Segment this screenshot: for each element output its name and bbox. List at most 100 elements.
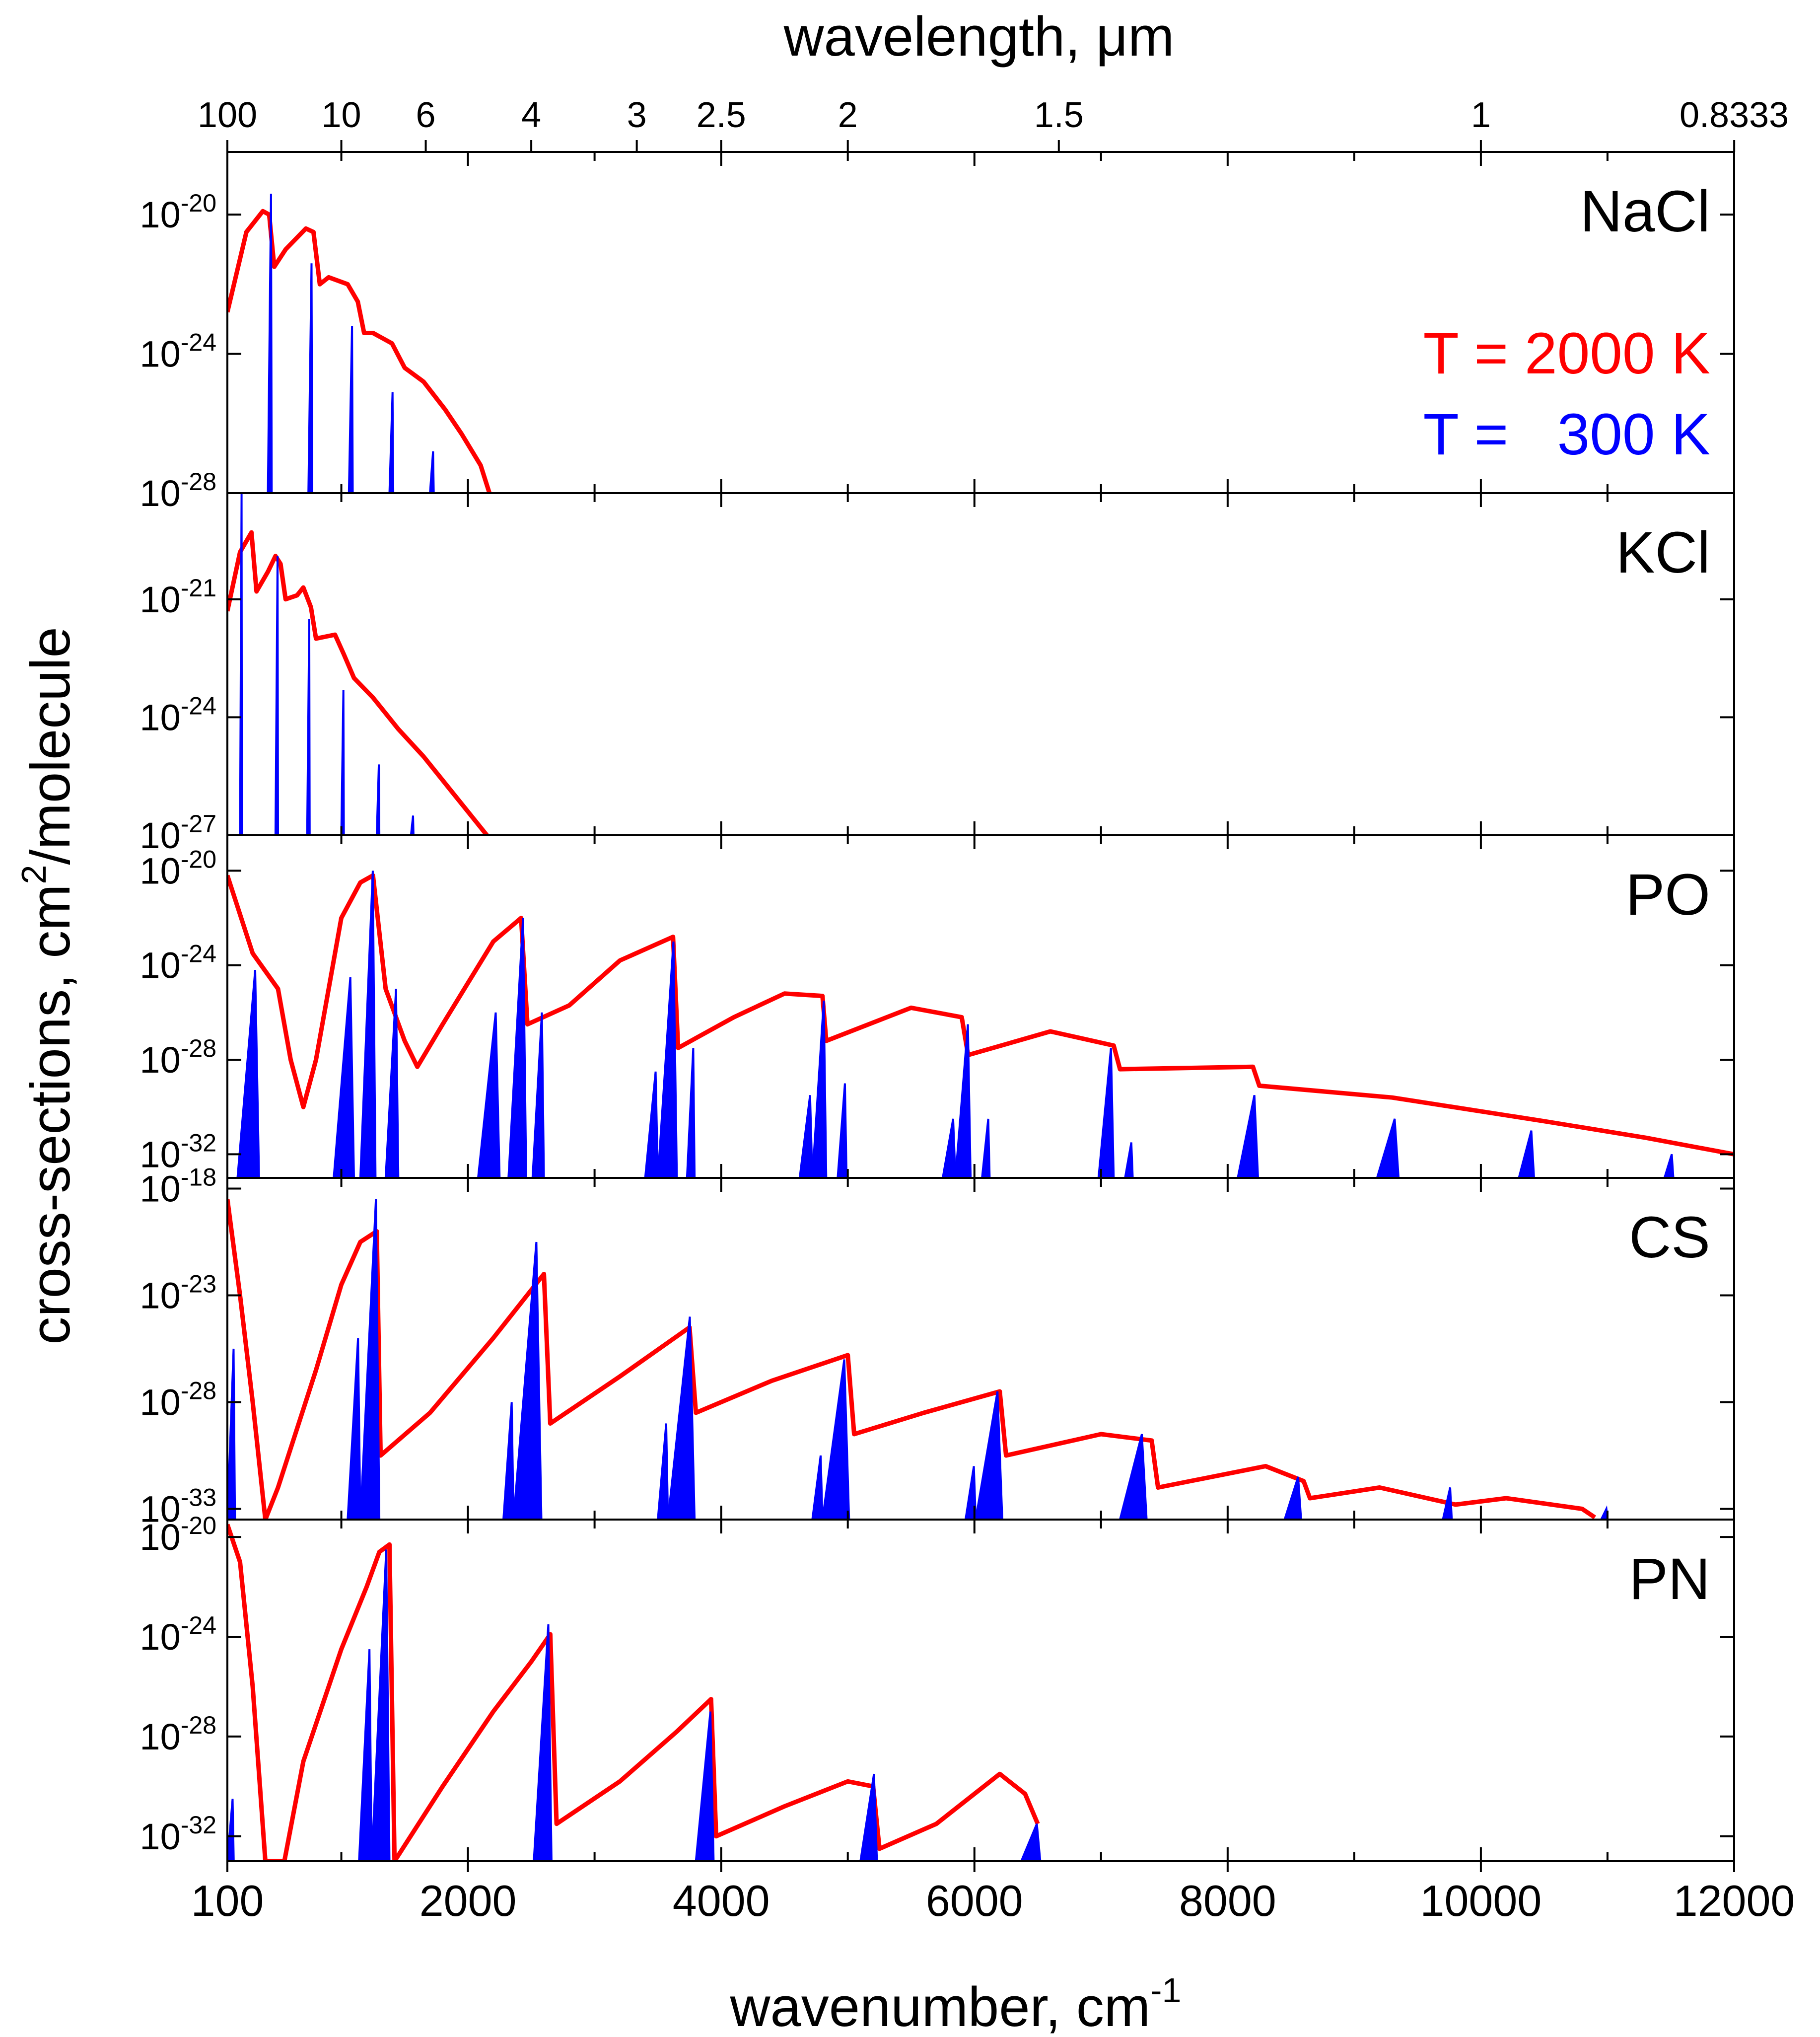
series-300K-band	[358, 1649, 373, 1861]
x-tick-label: 2000	[420, 1876, 517, 1925]
series-300K-band	[370, 1549, 391, 1861]
top-tick-label: 1.5	[1034, 95, 1084, 135]
y-tick-label: 10-24	[140, 692, 216, 738]
series-2000K-line	[227, 530, 489, 835]
series-300K-band	[239, 493, 243, 835]
y-axis-title-tail: /molecule	[19, 627, 81, 865]
series-300K-band	[811, 1000, 828, 1178]
y-tick-label: 10-28	[140, 1034, 216, 1081]
series-300K-band	[981, 1118, 991, 1178]
series-300K-band	[502, 1402, 515, 1520]
x-tick-label: 4000	[673, 1876, 770, 1925]
x-tick-label: 100	[191, 1876, 264, 1925]
top-tick-label: 2.5	[697, 95, 746, 135]
series-300K-band	[227, 1799, 235, 1861]
panel-kcl: 10-21 10-24 10-27 KCl	[140, 492, 1735, 856]
y-tick-label: 10-24	[140, 329, 216, 375]
y-tick-label: 10-21	[140, 574, 216, 620]
series-300K-band	[306, 619, 311, 835]
series-300K-band	[1097, 1048, 1115, 1178]
series-2000K-line	[227, 1524, 1040, 1861]
series-300K-band	[1376, 1118, 1400, 1178]
series-300K-band	[837, 1083, 848, 1178]
series-300K-band	[667, 1316, 696, 1520]
series-300K-band	[531, 1012, 545, 1178]
series-300K-band	[429, 451, 435, 493]
top-tick-label: 6	[416, 95, 436, 135]
series-300K-band	[964, 1466, 977, 1520]
series-300K-band	[821, 1359, 850, 1520]
y-axis-title-sup: 2	[14, 865, 53, 884]
series-300K-band	[348, 326, 354, 493]
top-tick-label: 100	[198, 95, 257, 135]
top-tick-label: 2	[838, 95, 858, 135]
panel-cs: 10-18 10-23 10-28 10-33 CS	[140, 1164, 1735, 1530]
y-tick-label: 10-18	[140, 1164, 216, 1210]
x-tick-label: 10000	[1420, 1876, 1542, 1925]
y-tick-label: 10-24	[140, 940, 216, 986]
panel-frame	[226, 1519, 1735, 1862]
panel-frame	[226, 492, 1735, 836]
y-tick-label: 10-28	[140, 1711, 216, 1757]
y-tick-label: 10-28	[140, 1377, 216, 1423]
series-300K-band	[1663, 1154, 1675, 1178]
series-300K-band	[1020, 1823, 1042, 1861]
panel-label: PO	[1626, 862, 1711, 928]
bottom-wavenumber-axis: 100 2000 4000 6000 8000 10000 12000	[191, 1861, 1795, 1925]
x-axis-title-sup: -1	[1150, 1971, 1181, 2010]
plot-area	[227, 493, 489, 835]
plot-area	[227, 1199, 1609, 1520]
series-300K-band	[695, 1711, 715, 1861]
series-300K-band	[274, 556, 280, 835]
panel-label: CS	[1629, 1205, 1710, 1270]
top-tick-label: 0.8333	[1680, 95, 1789, 135]
series-300K-band	[267, 194, 273, 493]
series-300K-band	[333, 977, 355, 1178]
top-tick-label: 10	[321, 95, 361, 135]
series-2000K-line	[227, 209, 492, 493]
legend-entry-hot: T = 2000 K	[1423, 321, 1710, 386]
panel-label: NaCl	[1580, 179, 1710, 244]
top-axis-title: wavelength, μm	[783, 5, 1175, 68]
series-300K-band	[811, 1455, 824, 1520]
series-300K-band	[477, 1012, 501, 1178]
series-300K-band	[1518, 1130, 1536, 1178]
series-300K-band	[227, 1348, 236, 1520]
series-300K-band	[657, 1423, 669, 1520]
x-tick-label: 6000	[926, 1876, 1023, 1925]
series-300K-band	[686, 1048, 696, 1178]
top-wavelength-axis: 100 10 6 4 3 2.5 2 1.5 1 0.8333	[198, 95, 1789, 152]
y-tick-label: 10-33	[140, 1484, 216, 1530]
panel-label: KCl	[1616, 520, 1710, 585]
series-300K-band	[1283, 1476, 1302, 1520]
top-tick-label: 4	[521, 95, 541, 135]
series-300K-band	[507, 918, 527, 1178]
series-300K-band	[347, 1338, 361, 1520]
series-300K-band	[1124, 1142, 1134, 1178]
panel-po: 10-20 10-24 10-28 10-32 PO	[140, 834, 1735, 1179]
x-axis-title-text: wavenumber, cm	[730, 1976, 1151, 2037]
series-300K-band	[512, 1241, 543, 1520]
series-300K-band	[340, 689, 345, 835]
series-300K-band	[388, 392, 395, 493]
y-tick-label: 10-28	[140, 468, 216, 514]
y-tick-label: 10-20	[140, 189, 216, 235]
x-tick-label: 12000	[1674, 1876, 1795, 1925]
series-300K-band	[798, 1095, 814, 1178]
series-300K-band	[236, 970, 260, 1178]
y-tick-label: 10-20	[140, 845, 216, 891]
y-axis-title: cross-sections, cm2/molecule	[14, 627, 81, 1345]
series-2000K-line	[227, 1199, 1597, 1520]
series-300K-band	[657, 941, 678, 1178]
series-300K-band	[1119, 1434, 1148, 1520]
plot-area	[227, 871, 1734, 1178]
x-axis-title: wavenumber, cm-1	[730, 1971, 1182, 2037]
panel-nacl: 10-20 10-24 10-28 NaCl	[140, 151, 1735, 514]
series-300K-band	[644, 1071, 659, 1178]
y-tick-label: 10-32	[140, 1129, 216, 1175]
top-tick-label: 1	[1471, 95, 1491, 135]
legend-entry-cold: T = 300 K	[1423, 402, 1710, 467]
y-tick-label: 10-24	[140, 1611, 216, 1658]
y-tick-label: 10-27	[140, 810, 216, 856]
